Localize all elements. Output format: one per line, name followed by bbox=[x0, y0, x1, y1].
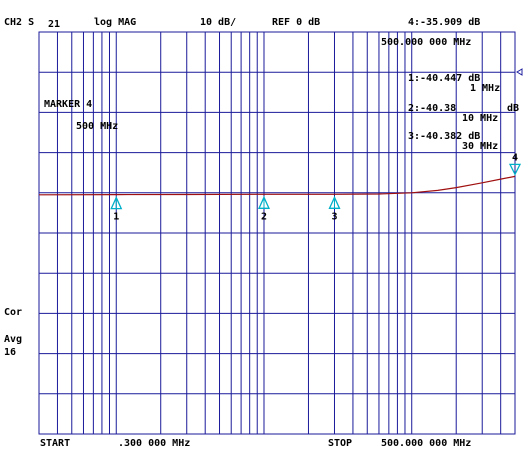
marker-1-label: 1 bbox=[113, 212, 119, 223]
correction-label: Cor bbox=[4, 307, 23, 318]
marker-block-title: MARKER 4 bbox=[44, 99, 93, 110]
active-marker-readout: 4:-35.909 dB bbox=[408, 17, 481, 28]
marker-4-label: 4 bbox=[512, 152, 518, 163]
averaging-label: Avg bbox=[4, 334, 23, 345]
reference-level-icon bbox=[516, 68, 523, 76]
start-label: START bbox=[40, 438, 71, 449]
start-frequency: .300 000 MHz bbox=[118, 438, 191, 449]
format-label: log MAG bbox=[94, 17, 137, 28]
marker-block-frequency: 500 MHz bbox=[76, 121, 119, 132]
stop-label: STOP bbox=[328, 438, 353, 449]
marker-3-label: 3 bbox=[331, 211, 337, 222]
stop-frequency: 500.000 000 MHz bbox=[381, 438, 472, 449]
marker-3-frequency: 30 MHz bbox=[462, 141, 499, 152]
channel-label: CH2 S bbox=[4, 17, 35, 28]
param-label: 21 bbox=[48, 19, 61, 30]
marker-2-readout: 2:-40.38 bbox=[408, 103, 457, 114]
marker-3-readout: 3:-40.382 dB bbox=[408, 131, 481, 142]
marker-4-icon bbox=[508, 163, 522, 176]
trace-line bbox=[38, 175, 516, 196]
marker-2-frequency: 10 MHz bbox=[462, 113, 499, 124]
marker-3-icon bbox=[328, 195, 341, 209]
active-marker-frequency: 500.000 000 MHz bbox=[381, 37, 472, 48]
marker-2-label: 2 bbox=[261, 211, 267, 222]
averaging-count: 16 bbox=[4, 347, 17, 358]
marker-2-icon bbox=[257, 195, 271, 209]
scale-label: 10 dB/ bbox=[200, 17, 237, 28]
marker-1-frequency: 1 MHz bbox=[470, 83, 501, 94]
marker-2-unit: dB bbox=[507, 103, 520, 114]
marker-1-icon bbox=[110, 196, 123, 210]
reference-label: REF 0 dB bbox=[272, 17, 321, 28]
marker-1-readout: 1:-40.447 dB bbox=[408, 73, 481, 84]
plot-border bbox=[38, 31, 516, 435]
